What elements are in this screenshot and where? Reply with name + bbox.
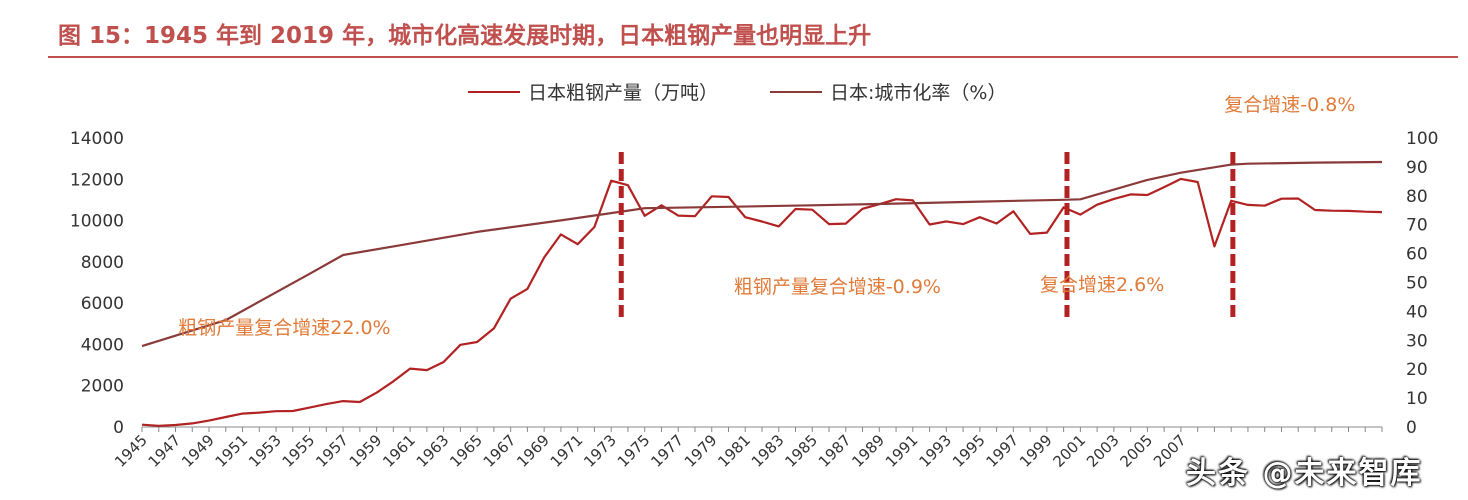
x-tick-label: 2007: [1150, 431, 1190, 471]
y-left-tick-label: 4000: [81, 335, 124, 355]
y-right-tick-label: 10: [1406, 389, 1428, 409]
x-tick-label: 1967: [480, 431, 520, 471]
x-tick-label: 1963: [413, 431, 453, 471]
watermark: 头条 @未来智库: [1186, 456, 1423, 491]
y-right-tick-label: 100: [1406, 129, 1438, 149]
page-title: 图 15：1945 年到 2019 年，城市化高速发展时期，日本粗钢产量也明显上…: [58, 23, 872, 49]
y-right-tick-label: 90: [1406, 158, 1428, 178]
title-rule: [48, 56, 1458, 58]
x-tick-label: 1965: [446, 431, 486, 471]
x-tick-label: 1951: [212, 431, 252, 471]
x-tick-label: 1977: [647, 431, 687, 471]
x-tick-label: 1957: [312, 431, 352, 471]
growth-rate-annotation: 粗钢产量复合增速22.0%: [178, 317, 390, 339]
x-tick-label: 1961: [379, 431, 419, 471]
legend-label-steel: 日本粗钢产量（万吨）: [528, 82, 719, 104]
y-right-tick-label: 60: [1406, 245, 1428, 265]
x-tick-label: 1955: [279, 431, 319, 471]
x-tick-label: 1979: [681, 431, 721, 471]
y-right-tick-label: 0: [1406, 418, 1417, 438]
x-tick-label: 2005: [1117, 431, 1157, 471]
legend-item-urban: 日本:城市化率（%）: [770, 78, 1006, 105]
x-tick-label: 1985: [781, 431, 821, 471]
combo-line-chart: 1945194719491951195319551957195919611963…: [70, 94, 1439, 471]
y-right-tick-label: 20: [1406, 360, 1428, 380]
x-tick-label: 1997: [982, 431, 1022, 471]
growth-rate-annotation: 粗钢产量复合增速-0.9%: [734, 276, 941, 298]
x-tick-label: 1959: [346, 431, 386, 471]
x-tick-label: 1989: [848, 431, 888, 471]
y-right-tick-label: 50: [1406, 274, 1428, 294]
y-left-tick-label: 6000: [81, 294, 124, 314]
x-tick-label: 1953: [245, 431, 285, 471]
x-tick-label: 1991: [882, 431, 922, 471]
x-tick-label: 1947: [145, 431, 185, 471]
y-right-tick-label: 40: [1406, 302, 1428, 322]
x-tick-label: 1995: [949, 431, 989, 471]
y-right-tick-label: 30: [1406, 331, 1428, 351]
series-line-urbanization: [141, 160, 1383, 348]
series-line-steel: [141, 177, 1383, 427]
y-left-tick-label: 8000: [81, 253, 124, 273]
x-tick-label: 1993: [915, 431, 955, 471]
x-tick-label: 1983: [748, 431, 788, 471]
legend-swatch-urban: [770, 90, 823, 93]
legend-item-steel: 日本粗钢产量（万吨）: [468, 78, 718, 105]
x-tick-label: 1999: [1016, 431, 1056, 471]
x-tick-label: 1987: [815, 431, 855, 471]
x-tick-label: 1949: [178, 431, 218, 471]
y-right-tick-label: 80: [1406, 187, 1428, 207]
y-left-tick-label: 14000: [70, 129, 124, 149]
y-left-tick-label: 10000: [70, 212, 124, 232]
x-tick-label: 1981: [714, 431, 754, 471]
x-tick-label: 2003: [1083, 431, 1123, 471]
y-left-tick-label: 12000: [70, 170, 124, 190]
x-tick-label: 1971: [547, 431, 587, 471]
chart-legend: 日本粗钢产量（万吨） 日本:城市化率（%）: [468, 78, 1006, 105]
growth-rate-annotation: 复合增速-0.8%: [1224, 94, 1355, 116]
legend-swatch-steel: [468, 90, 520, 93]
y-right-tick-label: 70: [1406, 216, 1428, 236]
y-left-tick-label: 0: [113, 418, 124, 438]
x-tick-label: 1969: [513, 431, 553, 471]
x-tick-label: 1975: [614, 431, 654, 471]
x-tick-label: 1973: [580, 431, 620, 471]
growth-rate-annotation: 复合增速2.6%: [1040, 274, 1164, 296]
x-tick-label: 2001: [1049, 431, 1089, 471]
legend-label-urban: 日本:城市化率（%）: [830, 82, 1007, 104]
y-left-tick-label: 2000: [81, 377, 124, 397]
